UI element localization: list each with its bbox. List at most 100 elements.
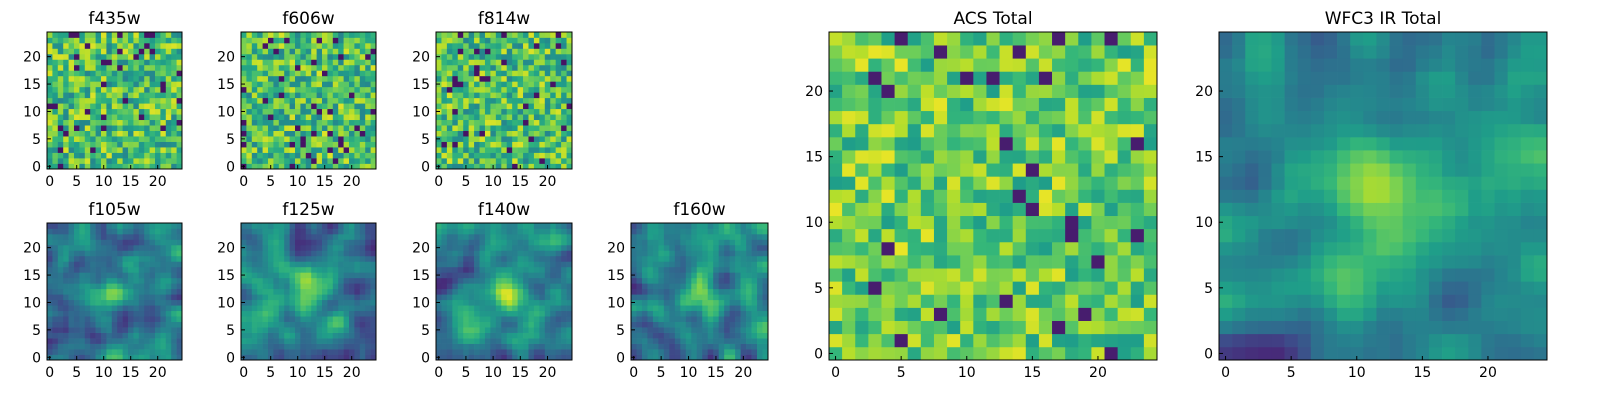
heatmap-cell xyxy=(311,283,317,290)
heatmap-cell xyxy=(669,294,676,301)
heatmap-cell xyxy=(171,255,177,262)
heatmap-cell xyxy=(636,316,643,322)
heatmap-cell xyxy=(144,59,150,66)
heatmap-cell xyxy=(550,108,557,115)
heatmap-cell xyxy=(257,64,263,71)
heatmap-cell xyxy=(501,119,508,126)
heatmap-cell xyxy=(257,332,263,339)
heatmap-cell xyxy=(273,288,280,295)
heatmap-cell xyxy=(452,223,459,229)
heatmap-cell xyxy=(468,141,475,148)
heatmap-cell xyxy=(268,277,274,284)
heatmap-cell xyxy=(674,261,681,268)
heatmap-cell xyxy=(57,97,64,104)
heatmap-cell xyxy=(47,316,53,322)
heatmap-cell xyxy=(316,233,323,240)
heatmap-cell xyxy=(647,244,654,251)
heatmap-cell xyxy=(149,81,156,88)
heatmap-cell xyxy=(101,70,107,77)
heatmap-cell xyxy=(446,75,453,82)
heatmap-cell xyxy=(1078,294,1092,308)
heatmap-cell xyxy=(359,119,366,126)
heatmap-cell xyxy=(176,59,183,66)
heatmap-cell xyxy=(327,321,334,328)
heatmap-cell xyxy=(468,338,475,344)
heatmap-cell xyxy=(757,239,763,246)
heatmap-cell xyxy=(452,305,459,312)
heatmap-cells xyxy=(631,223,769,361)
heatmap-cell xyxy=(251,228,258,235)
heatmap-cell xyxy=(1025,333,1040,348)
heatmap-cell xyxy=(842,281,856,295)
heatmap-cell xyxy=(512,53,518,60)
heatmap-cell xyxy=(311,136,317,142)
heatmap-cell xyxy=(278,147,285,153)
heatmap-cell xyxy=(365,283,371,290)
heatmap-cell xyxy=(160,244,167,251)
heatmap-cell xyxy=(463,37,469,44)
heatmap-cell xyxy=(176,316,183,322)
heatmap-cell xyxy=(133,163,140,170)
heatmap-cell xyxy=(729,266,736,273)
x-tick-label: 0 xyxy=(434,365,443,381)
heatmap-cell xyxy=(468,108,475,115)
heatmap-cell xyxy=(354,108,361,115)
heatmap-cell xyxy=(561,158,567,164)
heatmap-cell xyxy=(479,266,486,273)
heatmap-cell xyxy=(241,75,247,82)
heatmap-cell xyxy=(74,152,80,159)
heatmap-cell xyxy=(674,343,681,350)
heatmap-cell xyxy=(57,141,64,148)
heatmap-cell xyxy=(528,288,535,295)
heatmap-cell xyxy=(446,343,453,350)
heatmap-cell xyxy=(1091,333,1105,348)
heatmap-cell xyxy=(1091,189,1105,203)
heatmap-cell xyxy=(144,141,150,148)
heatmap-cell xyxy=(506,294,513,301)
heatmap-cell xyxy=(550,244,557,251)
heatmap-cell xyxy=(463,136,469,142)
heatmap-cell xyxy=(101,37,107,44)
heatmap-cell xyxy=(155,92,161,99)
heatmap-cell xyxy=(669,261,676,268)
heatmap-cell xyxy=(495,233,502,240)
heatmap-cell xyxy=(842,163,856,177)
heatmap-cell xyxy=(111,239,118,246)
heatmap-cell xyxy=(490,261,497,268)
heatmap-cell xyxy=(241,338,247,344)
heatmap-cell xyxy=(359,266,366,273)
heatmap-cell xyxy=(111,321,118,328)
heatmap-cell xyxy=(165,354,172,361)
heatmap-cell xyxy=(241,125,247,131)
heatmap-cell xyxy=(533,59,540,66)
heatmap-cell xyxy=(246,81,253,88)
heatmap-cell xyxy=(947,228,961,243)
heatmap-cell xyxy=(354,53,361,60)
heatmap-cell xyxy=(268,343,274,350)
heatmap-cell xyxy=(631,233,637,240)
heatmap-cell xyxy=(311,321,317,328)
heatmap-cell xyxy=(718,316,725,322)
heatmap-cell xyxy=(1143,136,1158,151)
heatmap-cell xyxy=(295,70,301,77)
heatmap-cell xyxy=(441,97,448,104)
heatmap-cell xyxy=(106,310,113,317)
heatmap-cell xyxy=(463,272,469,279)
heatmap-cell xyxy=(718,288,725,295)
heatmap-cell xyxy=(128,321,134,328)
heatmap-cell xyxy=(338,125,344,131)
heatmap-cell xyxy=(349,92,355,99)
heatmap-cell xyxy=(251,42,258,49)
heatmap-cell xyxy=(696,261,703,268)
heatmap-cell xyxy=(79,299,86,306)
heatmap-cell xyxy=(539,288,546,295)
heatmap-cell xyxy=(495,147,502,153)
heatmap-cell xyxy=(506,244,513,251)
heatmap-cell xyxy=(479,321,486,328)
heatmap-cell xyxy=(495,119,502,126)
heatmap-cell xyxy=(257,288,263,295)
heatmap-cell xyxy=(144,114,150,121)
heatmap-cell xyxy=(484,48,491,55)
heatmap-cell xyxy=(463,130,469,137)
heatmap-cell xyxy=(332,75,339,82)
